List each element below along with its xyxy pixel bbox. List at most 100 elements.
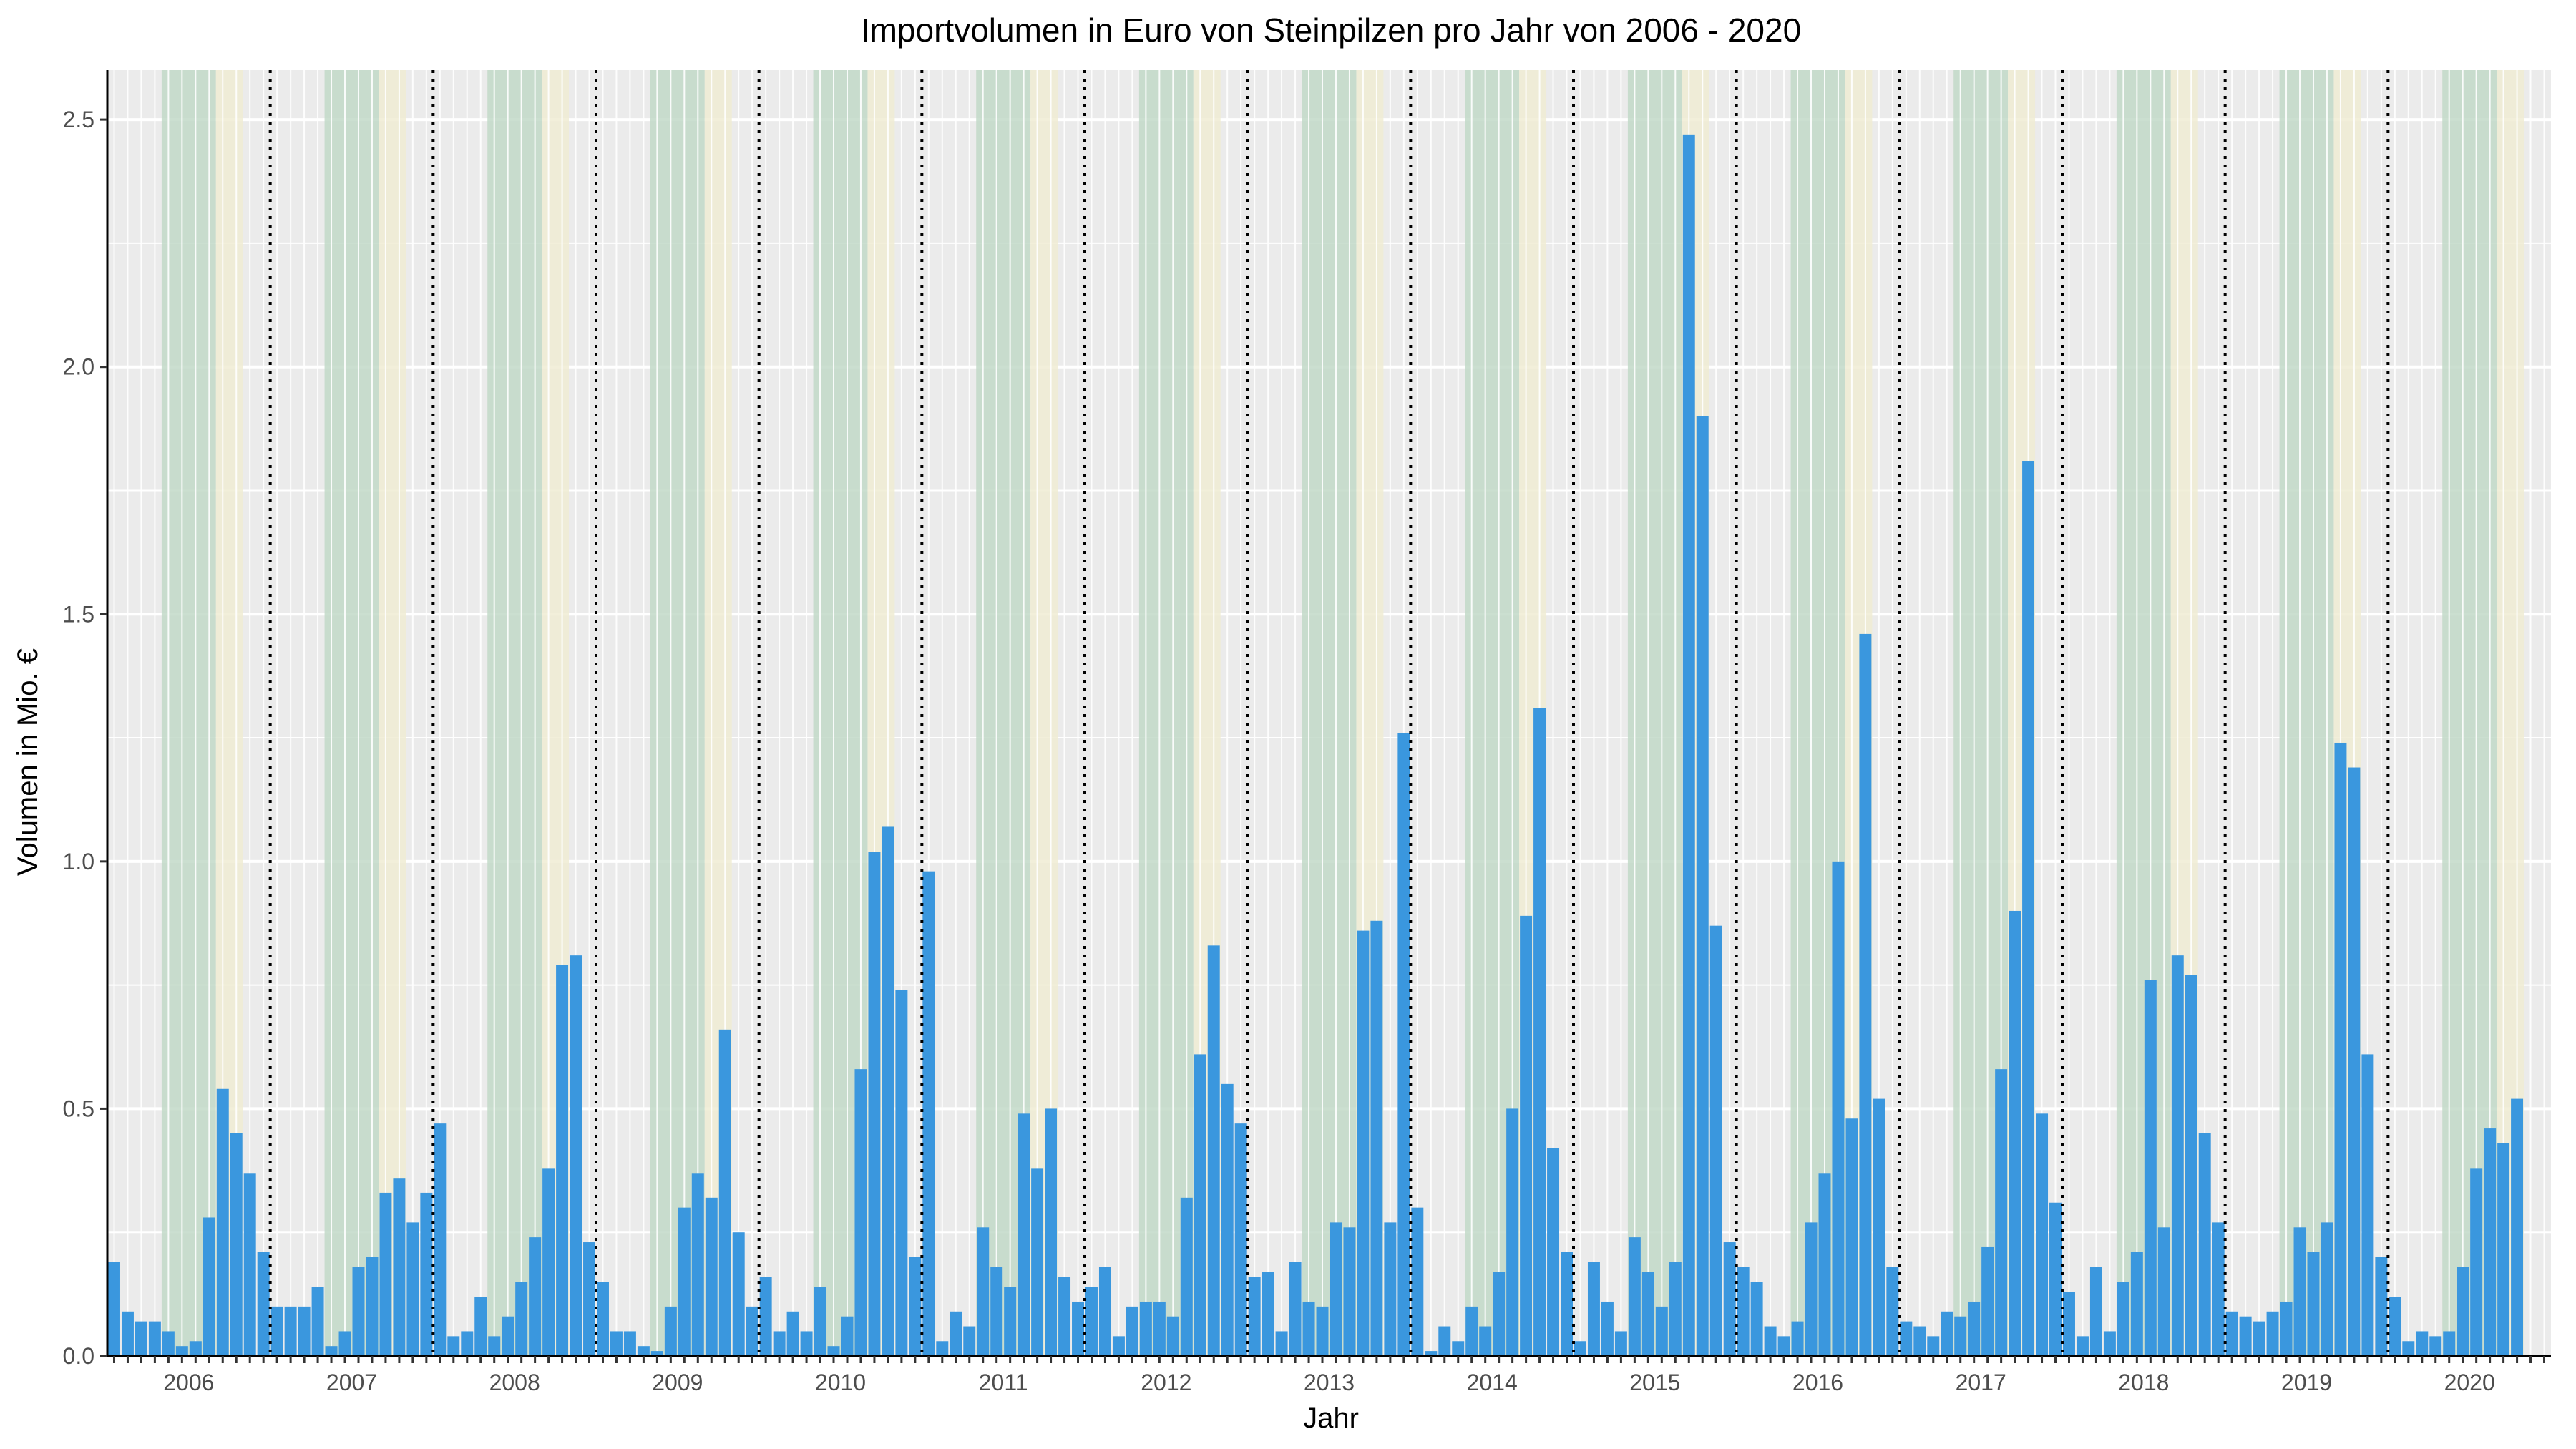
data-bar	[1587, 1262, 1600, 1356]
data-bar	[1289, 1262, 1302, 1356]
data-bar	[230, 1133, 243, 1356]
data-bar	[2375, 1257, 2388, 1356]
data-bar	[623, 1331, 636, 1356]
data-bar	[1126, 1306, 1138, 1356]
data-bar	[1194, 1054, 1206, 1356]
data-bar	[2321, 1222, 2333, 1356]
data-bar	[406, 1222, 419, 1356]
data-bar	[352, 1267, 365, 1356]
data-bar	[990, 1267, 1003, 1356]
data-bar	[1520, 915, 1533, 1356]
data-bar	[420, 1192, 433, 1356]
data-bar	[1085, 1287, 1098, 1356]
data-bar	[1004, 1287, 1017, 1356]
x-tick-label: 2014	[1467, 1370, 1518, 1395]
season-band	[2116, 70, 2171, 1356]
data-bar	[1330, 1222, 1342, 1356]
data-bar	[1207, 945, 1220, 1356]
data-bar	[664, 1306, 677, 1356]
data-bar	[2470, 1168, 2483, 1356]
x-tick-label: 2013	[1304, 1370, 1355, 1395]
data-bar	[2307, 1252, 2320, 1356]
data-bar	[773, 1331, 786, 1356]
data-bar	[502, 1316, 514, 1356]
data-bar	[1139, 1301, 1152, 1356]
x-tick-label: 2015	[1629, 1370, 1680, 1395]
data-bar	[1370, 920, 1383, 1356]
data-bar	[1031, 1168, 1044, 1356]
data-bar	[1723, 1242, 1736, 1356]
data-bar	[1112, 1336, 1125, 1356]
data-bar	[882, 826, 894, 1356]
data-bar	[1655, 1306, 1668, 1356]
data-bar	[2089, 1267, 2102, 1356]
data-bar	[868, 852, 881, 1356]
season-band	[1627, 70, 1682, 1356]
data-bar	[1248, 1277, 1261, 1356]
data-bar	[162, 1331, 175, 1356]
season-band	[379, 70, 406, 1356]
data-bar	[1927, 1336, 1940, 1356]
data-bar	[1045, 1108, 1058, 1356]
data-bar	[1913, 1326, 1926, 1356]
data-bar	[1764, 1326, 1777, 1356]
data-bar	[298, 1306, 311, 1356]
data-bar	[270, 1306, 283, 1356]
data-bar	[2049, 1202, 2062, 1356]
y-tick-label: 0.5	[63, 1096, 94, 1121]
season-band	[650, 70, 705, 1356]
data-bar	[2117, 1282, 2129, 1356]
season-band	[1138, 70, 1194, 1356]
data-bar	[216, 1088, 229, 1356]
data-bar	[556, 965, 569, 1356]
data-bar	[515, 1282, 528, 1356]
data-bar	[1628, 1237, 1641, 1356]
data-bar	[1696, 416, 1709, 1357]
data-bar	[2076, 1336, 2089, 1356]
x-tick-label: 2016	[1792, 1370, 1843, 1395]
data-bar	[705, 1197, 718, 1356]
data-bar	[2144, 980, 2157, 1356]
data-bar	[1641, 1272, 1654, 1356]
data-bar	[732, 1232, 745, 1356]
data-bar	[1873, 1098, 1885, 1356]
data-bar	[2212, 1222, 2225, 1356]
data-bar	[650, 1351, 663, 1356]
data-bar	[1465, 1306, 1478, 1356]
data-bar	[895, 990, 908, 1356]
data-bar	[1180, 1197, 1193, 1356]
data-bar	[2239, 1316, 2252, 1356]
data-bar	[827, 1346, 840, 1356]
data-bar	[909, 1257, 922, 1356]
data-bar	[1574, 1341, 1586, 1356]
data-bar	[1750, 1282, 1763, 1356]
data-bar	[1234, 1123, 1247, 1356]
data-bar	[1737, 1267, 1750, 1356]
data-bar	[1682, 134, 1695, 1357]
data-bar	[529, 1237, 542, 1356]
data-bar	[1547, 1148, 1560, 1356]
x-tick-label: 2011	[979, 1370, 1028, 1395]
data-bar	[447, 1336, 460, 1356]
data-bar	[175, 1346, 188, 1356]
data-bar	[963, 1326, 976, 1356]
data-bar	[678, 1207, 691, 1356]
y-tick-label: 2.5	[63, 107, 94, 132]
data-bar	[1072, 1301, 1084, 1356]
data-bar	[189, 1341, 202, 1356]
season-band	[161, 70, 216, 1356]
season-band	[2279, 70, 2334, 1356]
data-bar	[2497, 1143, 2510, 1356]
data-bar	[2348, 767, 2361, 1356]
x-axis-title: Jahr	[1303, 1402, 1359, 1434]
data-bar	[2484, 1128, 2497, 1356]
x-tick-label: 2006	[163, 1370, 214, 1395]
y-axis-title: Volumen in Mio. €	[12, 648, 44, 876]
x-tick-label: 2020	[2444, 1370, 2495, 1395]
data-bar	[1561, 1252, 1573, 1356]
data-bar	[1397, 733, 1410, 1356]
data-bar	[637, 1346, 650, 1356]
data-bar	[1601, 1301, 1614, 1356]
data-bar	[2022, 461, 2035, 1357]
data-bar	[1805, 1222, 1818, 1356]
